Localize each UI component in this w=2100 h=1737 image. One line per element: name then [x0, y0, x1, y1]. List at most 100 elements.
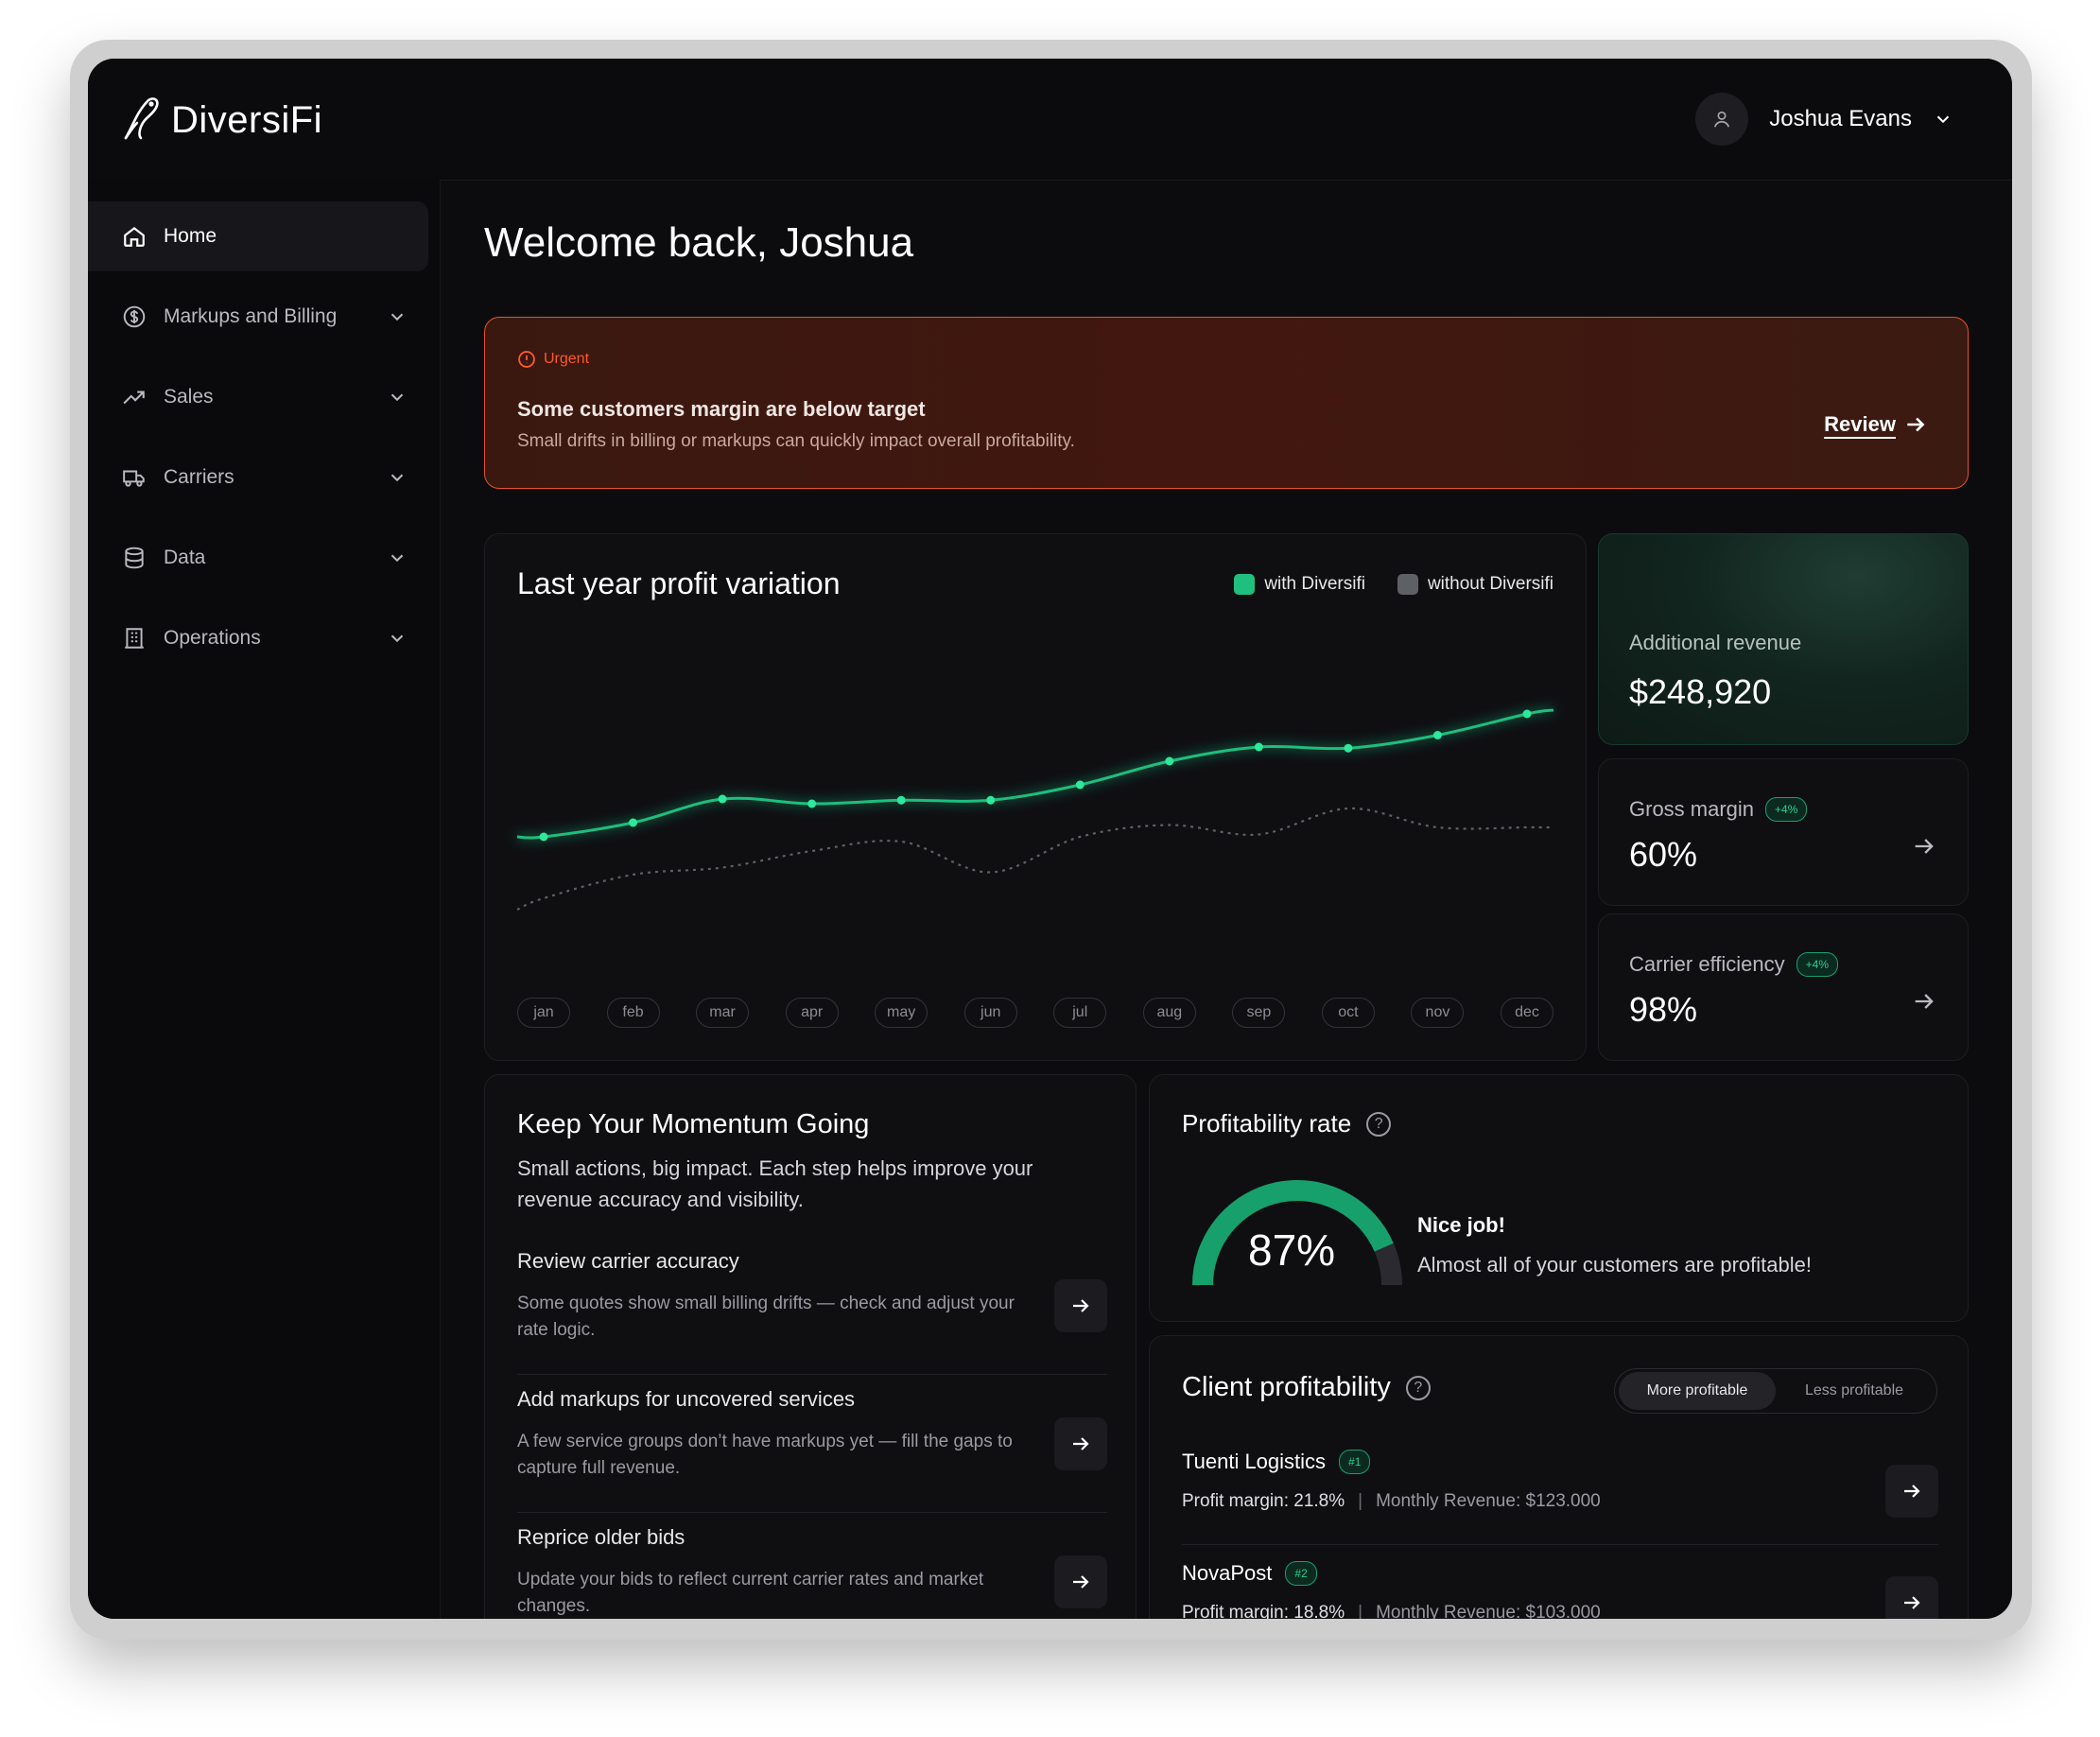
- x-tick-jun[interactable]: jun: [963, 998, 1017, 1028]
- sidebar-item-label: Sales: [164, 386, 214, 408]
- trend-up-icon: [120, 383, 148, 411]
- building-icon: [120, 624, 148, 652]
- avatar[interactable]: [1695, 93, 1749, 146]
- divider: [1182, 1544, 1938, 1545]
- x-tick-oct[interactable]: oct: [1321, 998, 1375, 1028]
- user-menu[interactable]: Joshua Evans: [1695, 93, 1953, 146]
- chevron-down-icon[interactable]: [387, 628, 408, 649]
- arrow-right-icon: [1073, 1437, 1089, 1450]
- legend-item-with[interactable]: with Diversifi: [1234, 574, 1365, 595]
- task-go-button[interactable]: [1054, 1555, 1107, 1608]
- data-point-mar[interactable]: [718, 794, 727, 804]
- additional-revenue-card: Additional revenue $248,920: [1598, 533, 1969, 745]
- x-tick-jul[interactable]: jul: [1053, 998, 1107, 1028]
- data-point-feb[interactable]: [629, 818, 638, 827]
- rank-badge: #2: [1285, 1561, 1317, 1586]
- task-go-button[interactable]: [1054, 1417, 1107, 1470]
- arrow-right-icon: [1904, 1485, 1920, 1498]
- task-description: A few service groups don’t have markups …: [517, 1432, 1013, 1478]
- profitability-title: Profitability rate: [1182, 1109, 1352, 1138]
- series-line-with-diversifi: [516, 708, 1554, 840]
- chevron-down-icon[interactable]: [1933, 109, 1953, 130]
- page-title: Welcome back, Joshua: [484, 219, 914, 266]
- chevron-down-icon[interactable]: [387, 547, 408, 568]
- review-link[interactable]: Review: [1824, 412, 1896, 436]
- sidebar-item-label: Home: [164, 225, 217, 247]
- x-tick-dec[interactable]: dec: [1501, 998, 1553, 1028]
- top-bar: DiversiFi Joshua Evans: [88, 59, 2012, 181]
- data-point-may[interactable]: [896, 795, 906, 805]
- data-point-apr[interactable]: [807, 799, 817, 808]
- data-point-sep[interactable]: [1254, 742, 1263, 752]
- x-tick-jan[interactable]: jan: [517, 998, 570, 1028]
- x-tick-aug[interactable]: aug: [1142, 998, 1196, 1028]
- series-line-without-diversifi: [516, 807, 1553, 912]
- sidebar-item-home[interactable]: Home: [88, 201, 428, 271]
- data-point-oct[interactable]: [1344, 743, 1353, 753]
- sidebar-item-carriers[interactable]: Carriers: [88, 443, 428, 512]
- x-tick-feb[interactable]: feb: [606, 998, 660, 1028]
- task-description: Some quotes show small billing drifts — …: [517, 1294, 1015, 1340]
- arrow-right-icon[interactable]: [1911, 833, 1937, 860]
- task-go-button[interactable]: [1054, 1279, 1107, 1332]
- chart-legend: with Diversifi without Diversifi: [1234, 574, 1553, 595]
- profitability-toggle: More profitable Less profitable: [1614, 1368, 1937, 1414]
- arrow-right-icon[interactable]: [1903, 412, 1928, 437]
- alert-title: Some customers margin are below target: [517, 397, 926, 421]
- toggle-more-profitable[interactable]: More profitable: [1619, 1372, 1776, 1410]
- brand-name: DiversiFi: [171, 99, 323, 141]
- home-icon: [120, 222, 148, 251]
- logo[interactable]: DiversiFi: [120, 95, 322, 147]
- client-name: NovaPost: [1182, 1561, 1273, 1585]
- rank-badge: #1: [1339, 1450, 1371, 1474]
- sidebar-item-operations[interactable]: Operations: [88, 603, 428, 673]
- data-point-jul[interactable]: [1075, 780, 1085, 790]
- client-title: Client profitability: [1182, 1372, 1391, 1402]
- data-point-nov[interactable]: [1432, 731, 1442, 739]
- chevron-down-icon[interactable]: [387, 306, 408, 327]
- data-point-dec[interactable]: [1522, 709, 1532, 719]
- chevron-down-icon[interactable]: [387, 467, 408, 488]
- gauge-track: [1374, 1242, 1402, 1286]
- help-icon[interactable]: ?: [1405, 1375, 1431, 1400]
- client-go-button[interactable]: [1885, 1576, 1938, 1619]
- sidebar-item-label: Markups and Billing: [164, 305, 338, 327]
- profit-chart-card: Last year profit variation with Diversif…: [484, 533, 1587, 1061]
- client-profitability-card: Client profitability ? More profitable L…: [1149, 1335, 1969, 1619]
- client-row: NovaPost #2 Profit margin: 18.8% | Monthly…: [1182, 1561, 1938, 1619]
- momentum-subtitle: Small actions, big impact. Each step hel…: [517, 1156, 1033, 1211]
- arrow-right-icon: [1073, 1575, 1089, 1589]
- x-tick-sep[interactable]: sep: [1232, 998, 1286, 1028]
- separator: |: [1358, 1491, 1363, 1511]
- data-point-aug[interactable]: [1165, 756, 1174, 766]
- x-tick-nov[interactable]: nov: [1411, 998, 1465, 1028]
- sidebar-item-sales[interactable]: Sales: [88, 362, 428, 432]
- gross-margin-card[interactable]: Gross margin +4% 60%: [1598, 758, 1969, 906]
- profitability-headline: Nice job!: [1417, 1213, 1505, 1237]
- data-point-jan[interactable]: [539, 832, 548, 842]
- legend-label: without Diversifi: [1427, 574, 1553, 594]
- truck-icon: [120, 463, 148, 492]
- arrow-right-icon[interactable]: [1911, 988, 1937, 1015]
- user-name: Joshua Evans: [1769, 106, 1912, 131]
- alert-subtitle: Small drifts in billing or markups can q…: [517, 431, 1075, 451]
- data-point-jun[interactable]: [986, 795, 996, 805]
- x-tick-may[interactable]: may: [875, 998, 929, 1028]
- change-badge: +4%: [1765, 797, 1808, 822]
- task-title: Review carrier accuracy: [517, 1249, 739, 1273]
- client-go-button[interactable]: [1885, 1465, 1938, 1518]
- sidebar-item-data[interactable]: Data: [88, 523, 428, 593]
- x-tick-apr[interactable]: apr: [785, 998, 839, 1028]
- task-description: Update your bids to reflect current carr…: [517, 1570, 984, 1616]
- toggle-less-profitable[interactable]: Less profitable: [1804, 1382, 1904, 1398]
- x-tick-mar[interactable]: mar: [696, 998, 750, 1028]
- help-icon[interactable]: ?: [1366, 1111, 1392, 1137]
- sidebar-item-markups-billing[interactable]: Markups and Billing: [88, 282, 428, 352]
- urgent-alert: Urgent Some customers margin are below t…: [484, 317, 1969, 489]
- alert-circle-icon: [518, 351, 535, 368]
- stat-value: 98%: [1629, 990, 1698, 1029]
- legend-item-without[interactable]: without Diversifi: [1397, 574, 1553, 595]
- chevron-down-icon[interactable]: [387, 387, 408, 408]
- arrow-right-icon: [1904, 1596, 1920, 1609]
- carrier-efficiency-card[interactable]: Carrier efficiency +4% 98%: [1598, 913, 1969, 1061]
